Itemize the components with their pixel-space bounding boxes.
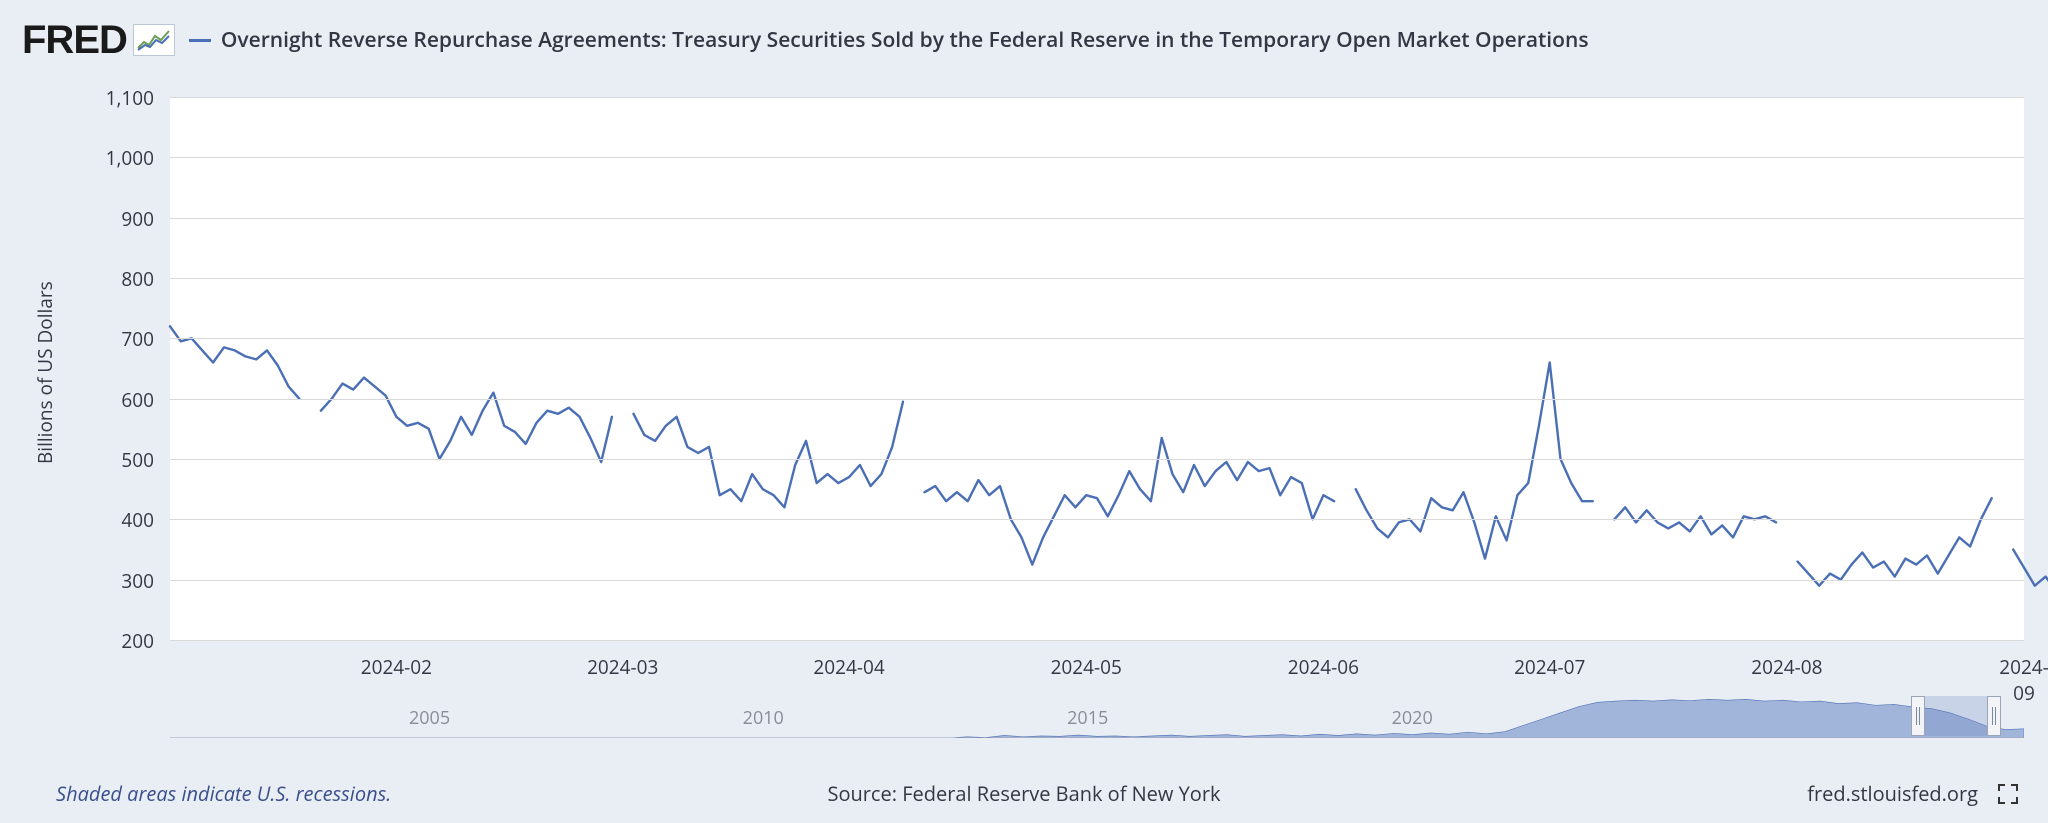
y-tick-label: 500 bbox=[121, 447, 154, 473]
fred-logo-text: FRED bbox=[22, 18, 127, 63]
overview-tick-label: 2020 bbox=[1392, 706, 1433, 730]
site-link[interactable]: fred.stlouisfed.org bbox=[1807, 780, 1978, 807]
source-attribution: Source: Federal Reserve Bank of New York bbox=[827, 780, 1220, 807]
chart-footer: Shaded areas indicate U.S. recessions. S… bbox=[0, 780, 2048, 807]
y-axis-title: Billions of US Dollars bbox=[32, 281, 58, 464]
recessions-note[interactable]: Shaded areas indicate U.S. recessions. bbox=[56, 780, 391, 807]
y-tick-label: 1,000 bbox=[106, 145, 154, 171]
x-tick-label: 2024-05 bbox=[1051, 654, 1122, 680]
y-tick-label: 600 bbox=[121, 387, 154, 413]
x-tick-label: 2024-07 bbox=[1514, 654, 1585, 680]
fred-logo[interactable]: FRED bbox=[22, 18, 175, 63]
series-line bbox=[170, 326, 299, 398]
legend[interactable]: Overnight Reverse Repurchase Agreements:… bbox=[189, 26, 1589, 54]
x-tick-label: 2024-09 bbox=[1999, 654, 2048, 706]
y-tick-label: 200 bbox=[121, 628, 154, 654]
x-tick-label: 2024-03 bbox=[587, 654, 658, 680]
gridline bbox=[170, 580, 2024, 581]
series-line bbox=[1356, 363, 1593, 559]
fullscreen-icon[interactable] bbox=[1998, 784, 2018, 804]
fred-logo-icon bbox=[133, 24, 175, 56]
y-tick-label: 800 bbox=[121, 266, 154, 292]
series-line bbox=[925, 438, 1335, 565]
series-line bbox=[634, 402, 904, 508]
range-handle-left[interactable] bbox=[1911, 696, 1925, 736]
series-line bbox=[2013, 550, 2048, 592]
overview-tick-label: 2010 bbox=[743, 706, 784, 730]
x-tick-label: 2024-04 bbox=[813, 654, 884, 680]
x-tick-label: 2024-08 bbox=[1751, 654, 1822, 680]
series-line bbox=[321, 378, 612, 462]
gridline bbox=[170, 519, 2024, 520]
y-tick-label: 400 bbox=[121, 507, 154, 533]
legend-swatch bbox=[189, 39, 211, 42]
range-selector[interactable]: 2005 2010 2015 2020 bbox=[170, 696, 2024, 738]
chart-container: FRED Overnight Reverse Repurchase Agreem… bbox=[0, 0, 2048, 823]
x-tick-label: 2024-02 bbox=[361, 654, 432, 680]
y-tick-label: 1,100 bbox=[106, 85, 154, 111]
overview-tick-label: 2015 bbox=[1067, 706, 1108, 730]
gridline bbox=[170, 459, 2024, 460]
gridline bbox=[170, 218, 2024, 219]
gridline bbox=[170, 278, 2024, 279]
x-tick-label: 2024-06 bbox=[1288, 654, 1359, 680]
gridline bbox=[170, 640, 2024, 641]
y-tick-label: 700 bbox=[121, 326, 154, 352]
chart-header: FRED Overnight Reverse Repurchase Agreem… bbox=[0, 0, 2048, 60]
series-line bbox=[1614, 507, 1776, 537]
series-line bbox=[1798, 498, 1992, 586]
range-selection[interactable] bbox=[1918, 696, 1994, 736]
y-tick-label: 900 bbox=[121, 206, 154, 232]
gridline bbox=[170, 97, 2024, 98]
gridline bbox=[170, 399, 2024, 400]
gridline bbox=[170, 338, 2024, 339]
line-chart-svg bbox=[170, 97, 2024, 640]
plot-area[interactable] bbox=[170, 97, 2024, 640]
legend-label: Overnight Reverse Repurchase Agreements:… bbox=[221, 26, 1589, 54]
y-tick-label: 300 bbox=[121, 568, 154, 594]
overview-tick-label: 2005 bbox=[409, 706, 450, 730]
gridline bbox=[170, 157, 2024, 158]
